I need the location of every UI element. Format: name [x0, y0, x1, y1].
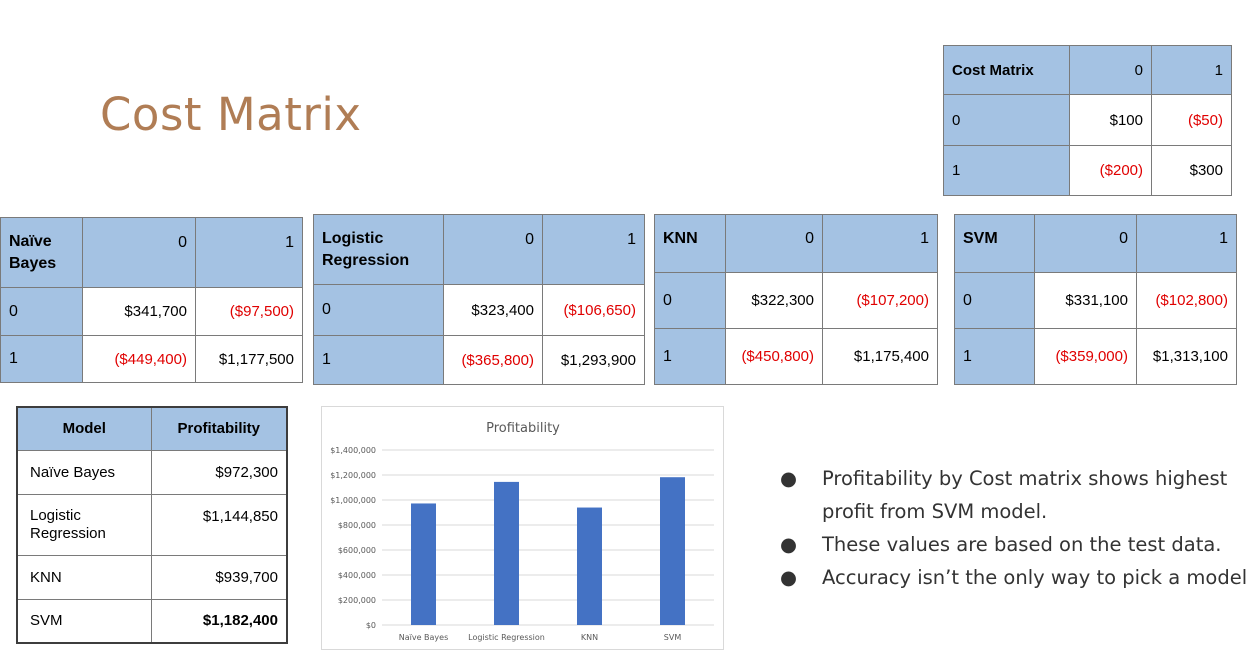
matrix-title: SVM	[954, 214, 1035, 273]
bar	[494, 481, 519, 625]
matrix-cell: $1,177,500	[195, 335, 303, 383]
bullet-list: ● Profitability by Cost matrix shows hig…	[780, 462, 1246, 594]
profit-value: $972,300	[150, 449, 288, 495]
chart-canvas: Profitability $0 $200,000 $400,000 $600,000 $…	[330, 421, 714, 642]
cost-matrix-row-1: 1	[943, 145, 1070, 196]
matrix-cell: $1,293,900	[542, 335, 645, 385]
matrix-cell: $341,700	[82, 287, 196, 336]
matrix-col-0: 0	[725, 214, 823, 273]
bullet-item: ● These values are based on the test dat…	[780, 528, 1246, 561]
bullet-text: Accuracy isn’t the only way to pick a mo…	[822, 566, 1246, 589]
matrix-cell: ($106,650)	[542, 284, 645, 336]
x-tick-label: Naïve Bayes	[399, 633, 449, 642]
cost-matrix-cell: ($50)	[1151, 94, 1232, 146]
matrix-cell: $1,313,100	[1136, 328, 1237, 385]
matrix-title: KNN	[654, 214, 726, 273]
matrix-col-0: 0	[1034, 214, 1137, 273]
bar	[411, 503, 436, 625]
matrix-col-0: 0	[82, 217, 196, 288]
profit-model-name: SVM	[16, 598, 152, 644]
profit-model-name: KNN	[16, 554, 152, 600]
y-tick-label: $1,400,000	[330, 446, 376, 455]
y-tick-label: $800,000	[338, 521, 376, 530]
matrix-row-1: 1	[313, 335, 444, 385]
matrix-cell: ($102,800)	[1136, 272, 1237, 329]
bullet-text: These values are based on the test data.	[822, 533, 1222, 556]
matrix-col-1: 1	[542, 214, 645, 285]
knn-matrix: KNN 0 1 0 $322,300 ($107,200) 1 ($450,80…	[654, 214, 938, 385]
matrix-title: Naïve Bayes	[0, 217, 83, 288]
matrix-row-1: 1	[0, 335, 83, 383]
bar	[577, 507, 602, 625]
matrix-col-1: 1	[822, 214, 938, 273]
matrix-cell: ($107,200)	[822, 272, 938, 329]
slide-title: Cost Matrix	[100, 88, 362, 141]
matrix-cell: $1,175,400	[822, 328, 938, 385]
matrix-col-1: 1	[195, 217, 303, 288]
bullet-icon: ●	[780, 533, 798, 556]
chart-title: Profitability	[486, 421, 560, 436]
matrix-col-0: 0	[443, 214, 543, 285]
matrix-cell: ($450,800)	[725, 328, 823, 385]
cost-matrix-header-label: Cost Matrix	[943, 45, 1070, 95]
naive-bayes-matrix: Naïve Bayes 0 1 0 $341,700 ($97,500) 1 (…	[0, 217, 303, 383]
cost-matrix-cell: $300	[1151, 145, 1232, 196]
y-tick-label: $0	[366, 621, 376, 630]
cost-matrix-table: Cost Matrix 0 1 0 $100 ($50) 1 ($200) $3…	[943, 45, 1232, 196]
matrix-row-0: 0	[954, 272, 1035, 329]
cost-matrix-col-0: 0	[1069, 45, 1152, 95]
y-tick-label: $1,000,000	[330, 496, 376, 505]
matrix-row-0: 0	[654, 272, 726, 329]
matrix-col-1: 1	[1136, 214, 1237, 273]
y-tick-label: $600,000	[338, 546, 376, 555]
profitability-chart: Profitability $0 $200,000 $400,000 $600,000 $…	[321, 406, 724, 650]
matrix-title: Logistic Regression	[313, 214, 444, 285]
bullet-icon: ●	[780, 467, 798, 490]
matrix-row-0: 0	[0, 287, 83, 336]
profit-value: $1,182,400	[150, 598, 288, 644]
cost-matrix-cell: $100	[1069, 94, 1152, 146]
bullet-icon: ●	[780, 566, 798, 589]
matrix-row-1: 1	[654, 328, 726, 385]
profit-header-model: Model	[16, 406, 152, 451]
matrix-cell: ($365,800)	[443, 335, 543, 385]
profitability-table: Model Profitability Naïve Bayes $972,300…	[16, 406, 288, 644]
bullet-item: ● Accuracy isn’t the only way to pick a …	[780, 561, 1246, 594]
bullet-item: ● Profitability by Cost matrix shows hig…	[780, 462, 1242, 528]
bar	[660, 477, 685, 625]
matrix-cell: ($97,500)	[195, 287, 303, 336]
cost-matrix-row-0: 0	[943, 94, 1070, 146]
y-tick-label: $200,000	[338, 596, 376, 605]
profit-model-name: Naïve Bayes	[16, 449, 152, 495]
matrix-cell: $322,300	[725, 272, 823, 329]
cost-matrix-cell: ($200)	[1069, 145, 1152, 196]
matrix-cell: ($359,000)	[1034, 328, 1137, 385]
matrix-cell: ($449,400)	[82, 335, 196, 383]
profit-value: $939,700	[150, 554, 288, 600]
y-tick-label: $1,200,000	[330, 471, 376, 480]
x-tick-label: KNN	[581, 633, 598, 642]
bullet-text: Profitability by Cost matrix shows highe…	[822, 467, 1228, 523]
x-tick-label: SVM	[664, 633, 682, 642]
svm-matrix: SVM 0 1 0 $331,100 ($102,800) 1 ($359,00…	[954, 214, 1237, 385]
y-tick-label: $400,000	[338, 571, 376, 580]
matrix-row-0: 0	[313, 284, 444, 336]
cost-matrix-col-1: 1	[1151, 45, 1232, 95]
profit-model-name: Logistic Regression	[16, 493, 152, 556]
matrix-cell: $323,400	[443, 284, 543, 336]
matrix-cell: $331,100	[1034, 272, 1137, 329]
profit-value: $1,144,850	[150, 493, 288, 556]
x-tick-label: Logistic Regression	[468, 633, 545, 642]
logistic-regression-matrix: Logistic Regression 0 1 0 $323,400 ($106…	[313, 214, 645, 385]
profit-header-value: Profitability	[150, 406, 288, 451]
matrix-row-1: 1	[954, 328, 1035, 385]
